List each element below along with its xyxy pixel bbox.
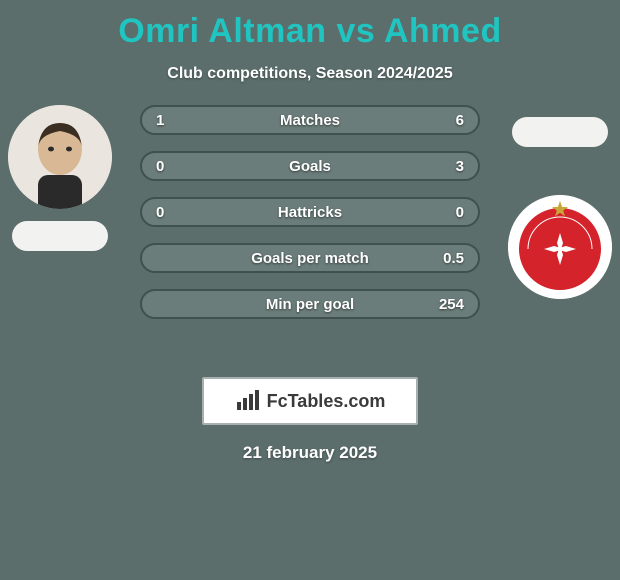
player-right-column xyxy=(500,105,620,299)
stat-label: Matches xyxy=(142,112,478,129)
card-title: Omri Altman vs Ahmed xyxy=(0,0,620,51)
bar-chart-icon xyxy=(235,390,261,412)
stat-right-value: 0.5 xyxy=(443,250,464,267)
stat-label: Goals per match xyxy=(142,250,478,267)
card-date: 21 february 2025 xyxy=(0,443,620,463)
stat-right-value: 6 xyxy=(456,112,464,129)
brand-text: FcTables.com xyxy=(267,391,386,412)
player-right-team-pill xyxy=(512,117,608,147)
player-left-column xyxy=(0,105,120,251)
stat-row-min-per-goal: Min per goal 254 xyxy=(140,289,480,319)
stat-row-hattricks: 0 Hattricks 0 xyxy=(140,197,480,227)
stat-right-value: 0 xyxy=(456,204,464,221)
player-right-crest xyxy=(508,195,612,299)
player-left-team-pill xyxy=(12,221,108,251)
stat-label: Min per goal xyxy=(142,296,478,313)
stat-row-goals: 0 Goals 3 xyxy=(140,151,480,181)
main-area: 1 Matches 6 0 Goals 3 0 Hattricks 0 Goal… xyxy=(0,105,620,365)
card-subtitle: Club competitions, Season 2024/2025 xyxy=(0,65,620,83)
stat-right-value: 254 xyxy=(439,296,464,313)
stat-row-goals-per-match: Goals per match 0.5 xyxy=(140,243,480,273)
player-photo-icon xyxy=(8,105,112,209)
comparison-card: Omri Altman vs Ahmed Club competitions, … xyxy=(0,0,620,580)
stat-right-value: 3 xyxy=(456,158,464,175)
player-left-avatar xyxy=(8,105,112,209)
stat-row-matches: 1 Matches 6 xyxy=(140,105,480,135)
stats-list: 1 Matches 6 0 Goals 3 0 Hattricks 0 Goal… xyxy=(140,105,480,319)
brand-box: FcTables.com xyxy=(202,377,418,425)
club-crest-icon xyxy=(508,195,612,299)
stat-label: Goals xyxy=(142,158,478,175)
stat-label: Hattricks xyxy=(142,204,478,221)
